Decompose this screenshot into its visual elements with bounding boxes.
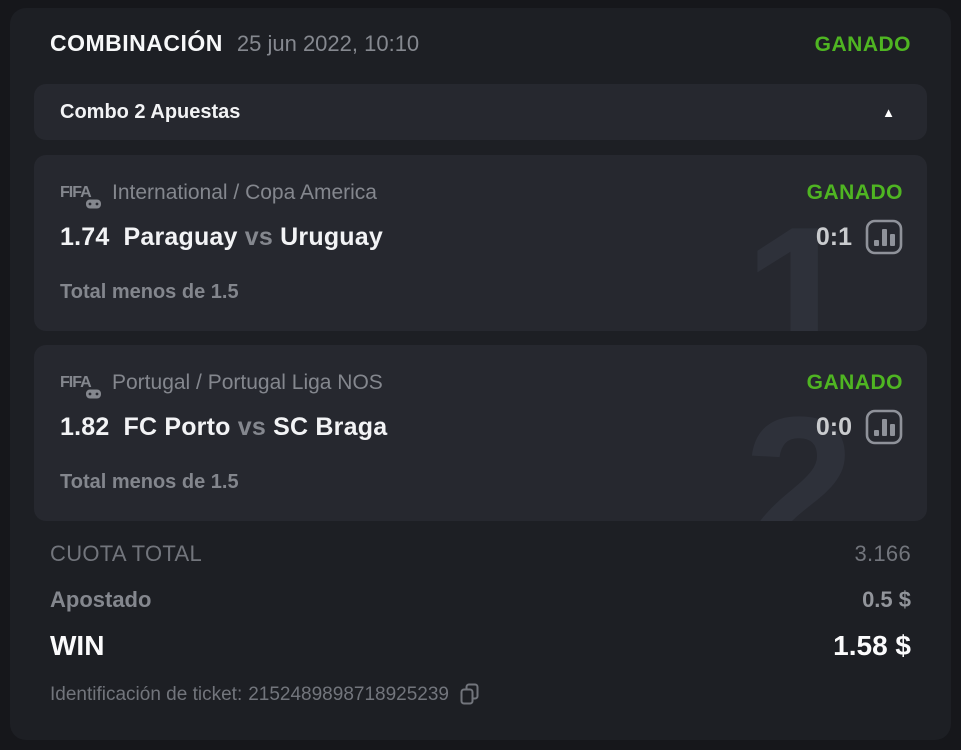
bet-index-watermark: 1 [743,186,855,332]
bet-odds: 1.82 [60,412,110,441]
stake-value: 0.5 $ [862,587,911,612]
fifa-provider-logo: FIFA [60,181,102,210]
ticket-id-value: 2152489898718925239 [248,683,449,705]
bet-odds: 1.74 [60,222,110,251]
gamepad-icon [85,198,102,210]
fifa-provider-logo: FIFA [60,371,102,400]
bet-status-badge: GANADO [806,181,903,204]
league-info: FIFA International / Copa America [60,181,377,210]
bet-ticket: COMBINACIÓN 25 jun 2022, 10:10 GANADO Co… [10,8,951,740]
ticket-id-label: Identificación de ticket: [50,683,243,705]
bar-chart-icon[interactable] [865,219,903,255]
ticket-header: COMBINACIÓN 25 jun 2022, 10:10 GANADO [34,30,927,66]
gamepad-icon [85,388,102,400]
bet-status-badge: GANADO [806,371,903,394]
away-team: SC Braga [273,412,388,441]
league-name: International / Copa America [112,181,377,204]
match-line: 1.74 Paraguay vs Uruguay [60,223,383,252]
league-info: FIFA Portugal / Portugal Liga NOS [60,371,383,400]
match-score: 0:1 [815,222,852,251]
vs-label: vs [244,222,274,251]
away-team: Uruguay [280,222,383,251]
league-name: Portugal / Portugal Liga NOS [112,371,383,394]
ticket-datetime: 25 jun 2022, 10:10 [236,31,420,56]
combo-accordion-toggle[interactable]: Combo 2 Apuestas ▲ [34,84,927,140]
home-team: Paraguay [123,222,238,251]
bar-chart-icon[interactable] [865,409,903,445]
bet-market: Total menos de 1.5 [60,281,239,303]
match-line: 1.82 FC Porto vs SC Braga [60,413,387,442]
combo-label: Combo 2 Apuestas [60,100,241,123]
bet-market: Total menos de 1.5 [60,471,239,493]
win-label: WIN [50,630,105,661]
vs-label: vs [237,412,266,441]
total-odds-label: CUOTA TOTAL [50,541,203,566]
bet-index-watermark: 2 [743,376,855,522]
match-score: 0:0 [815,412,852,441]
total-odds-value: 3.166 [854,541,911,566]
stake-label: Apostado [50,587,152,612]
ticket-type-label: COMBINACIÓN [50,30,223,56]
bet-card-2: 2 FIFA Portugal / Portugal Liga NOS GANA… [34,345,927,521]
copy-icon[interactable] [459,683,480,706]
ticket-status-badge: GANADO [814,33,911,56]
chevron-up-icon[interactable]: ▲ [882,104,895,120]
home-team: FC Porto [123,412,231,441]
bet-card-1: 1 FIFA International / Copa America GANA… [34,155,927,331]
ticket-summary: CUOTA TOTAL 3.166 Apostado 0.5 $ WIN 1.5… [34,535,927,706]
win-value: 1.58 $ [833,630,911,661]
